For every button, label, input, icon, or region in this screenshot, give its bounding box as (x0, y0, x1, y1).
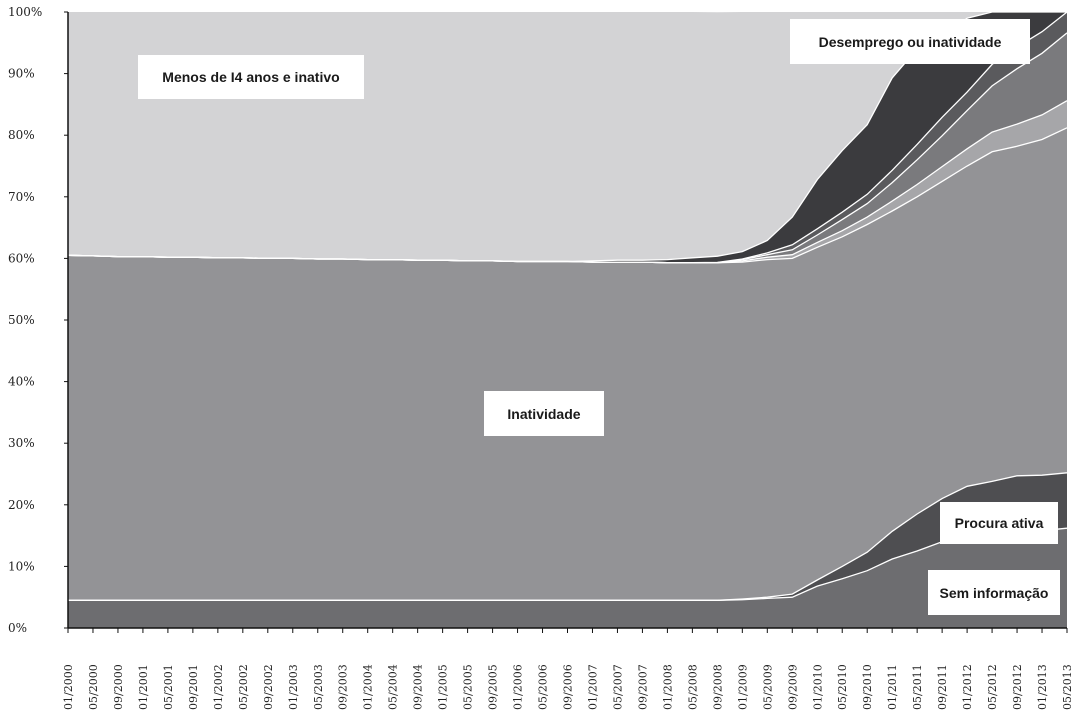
x-tick-label: 01/2003 (287, 664, 300, 710)
x-tick-label: 05/2008 (686, 664, 699, 710)
x-tick-label: 05/2009 (761, 664, 774, 710)
x-tick-label: 01/2011 (886, 664, 899, 710)
annotation-inatividade: Inatividade (484, 391, 604, 436)
area-layers (68, 12, 1067, 628)
x-tick-label: 01/2001 (137, 664, 150, 710)
x-tick-label: 09/2000 (112, 664, 125, 710)
x-tick-label: 01/2007 (587, 664, 600, 710)
x-tick-label: 09/2007 (636, 664, 649, 710)
y-tick-label: 50% (8, 313, 35, 327)
x-tick-label: 01/2004 (362, 664, 375, 710)
x-tick-label: 01/2010 (811, 664, 824, 710)
y-tick-label: 30% (8, 436, 35, 450)
y-tick-label: 60% (8, 251, 35, 265)
x-tick-label: 09/2006 (562, 664, 575, 710)
x-tick-label: 09/2003 (337, 664, 350, 710)
y-tick-label: 90% (8, 67, 35, 81)
x-tick-label: 05/2002 (237, 664, 250, 710)
x-tick-label: 05/2001 (162, 664, 175, 710)
x-tick-label: 05/2003 (312, 664, 325, 710)
annotation-inatividade-text: Inatividade (507, 406, 580, 422)
x-tick-label: 01/2005 (437, 664, 450, 710)
x-axis-ticks: 01/2000 05/2000 09/2000 01/2001 05/2001 09/20… (62, 628, 1071, 710)
x-tick-label: 01/2012 (961, 664, 974, 710)
x-tick-label: 09/2004 (412, 664, 425, 710)
x-tick-label: 05/2004 (387, 664, 400, 710)
y-tick-label: 70% (8, 190, 35, 204)
x-tick-label: 05/2010 (836, 664, 849, 710)
boundary-lines (67, 11, 1068, 601)
x-tick-label: 01/2009 (736, 664, 749, 710)
x-tick-label: 05/2000 (87, 664, 100, 710)
x-tick-label: 09/2008 (711, 664, 724, 710)
annotation-sem-informacao-text: Sem informação (940, 585, 1049, 601)
boundary-line-1 (68, 472, 1068, 601)
y-tick-label: 80% (8, 128, 35, 142)
annotation-sem-informacao: Sem informação (928, 570, 1060, 615)
y-tick-label: 40% (8, 375, 35, 389)
x-tick-label: 09/2002 (262, 664, 275, 710)
y-axis-ticks: 0% 10% 20% 30% 40% 50% 60% 70% 80% 90% 100% (8, 5, 68, 635)
x-tick-label: 05/2005 (462, 664, 475, 710)
x-tick-label: 05/2013 (1061, 664, 1071, 710)
y-tick-label: 10% (8, 559, 35, 573)
x-tick-label: 01/2008 (661, 664, 674, 710)
x-tick-label: 09/2009 (786, 664, 799, 710)
y-tick-label: 20% (8, 498, 35, 512)
y-tick-label: 100% (8, 5, 42, 19)
x-tick-label: 05/2012 (986, 664, 999, 710)
annotation-menos-14-text: Menos de I4 anos e inativo (162, 69, 339, 85)
area-inatividade (68, 127, 1067, 601)
area-sem-informacao (68, 528, 1067, 628)
area-desemprego-ou-inatividade (68, 12, 1067, 263)
x-tick-label: 01/2002 (212, 664, 225, 710)
x-tick-label: 01/2013 (1036, 664, 1049, 710)
annotation-desemprego: Desemprego ou inatividade (790, 19, 1030, 64)
annotation-menos-14: Menos de I4 anos e inativo (138, 55, 364, 99)
annotation-procura: Procura ativa (940, 502, 1058, 544)
x-tick-label: 01/2000 (62, 664, 75, 710)
x-tick-label: 05/2011 (911, 664, 924, 710)
x-tick-label: 09/2005 (487, 664, 500, 710)
boundary-line-6 (67, 11, 1067, 263)
x-tick-label: 09/2001 (187, 664, 200, 710)
annotation-procura-text: Procura ativa (955, 515, 1044, 531)
annotation-desemprego-text: Desemprego ou inatividade (819, 34, 1002, 50)
y-tick-label: 0% (8, 621, 27, 635)
x-tick-label: 09/2011 (936, 664, 949, 710)
x-tick-label: 01/2006 (512, 664, 525, 710)
x-tick-label: 05/2007 (612, 664, 625, 710)
x-tick-label: 05/2006 (537, 664, 550, 710)
x-tick-label: 09/2010 (861, 664, 874, 710)
x-tick-label: 09/2012 (1011, 664, 1024, 710)
